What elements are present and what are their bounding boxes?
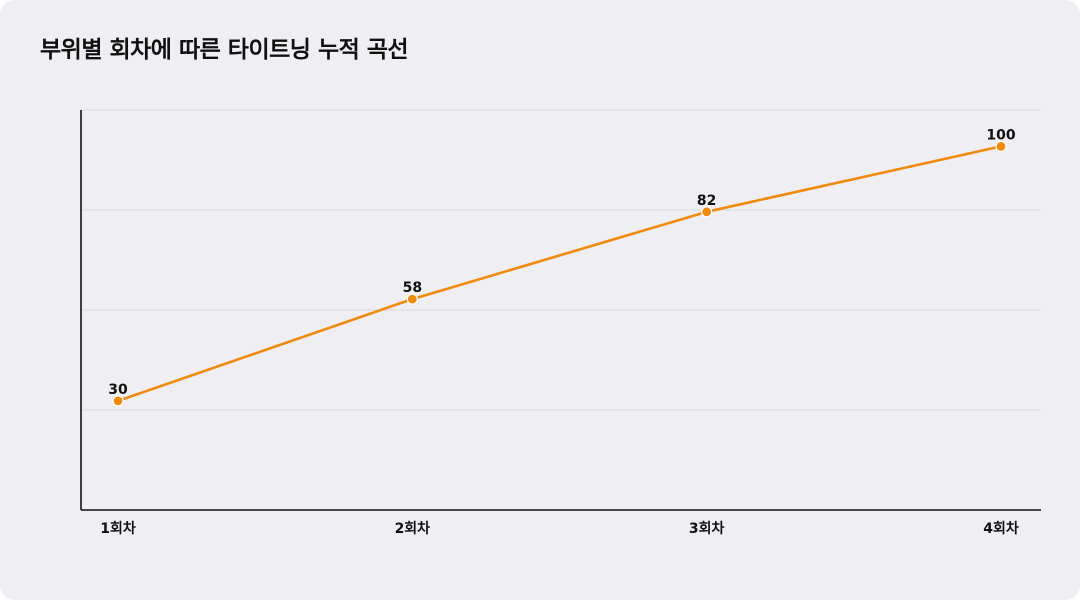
data-label: 30: [108, 382, 128, 398]
data-label: 100: [986, 127, 1015, 143]
data-label: 82: [697, 193, 716, 209]
chart-title: 부위별 회차에 따른 타이트닝 누적 곡선: [40, 37, 409, 63]
x-tick-label: 4회차: [983, 521, 1019, 537]
data-point: [995, 140, 1007, 152]
x-tick-label: 2회차: [395, 521, 431, 537]
data-point: [112, 395, 124, 407]
series-line: [116, 145, 1003, 403]
data-point: [701, 206, 713, 218]
data-point: [406, 293, 418, 305]
x-tick-label: 3회차: [689, 521, 725, 537]
data-label: 58: [403, 280, 422, 296]
x-tick-label: 1회차: [100, 521, 136, 537]
